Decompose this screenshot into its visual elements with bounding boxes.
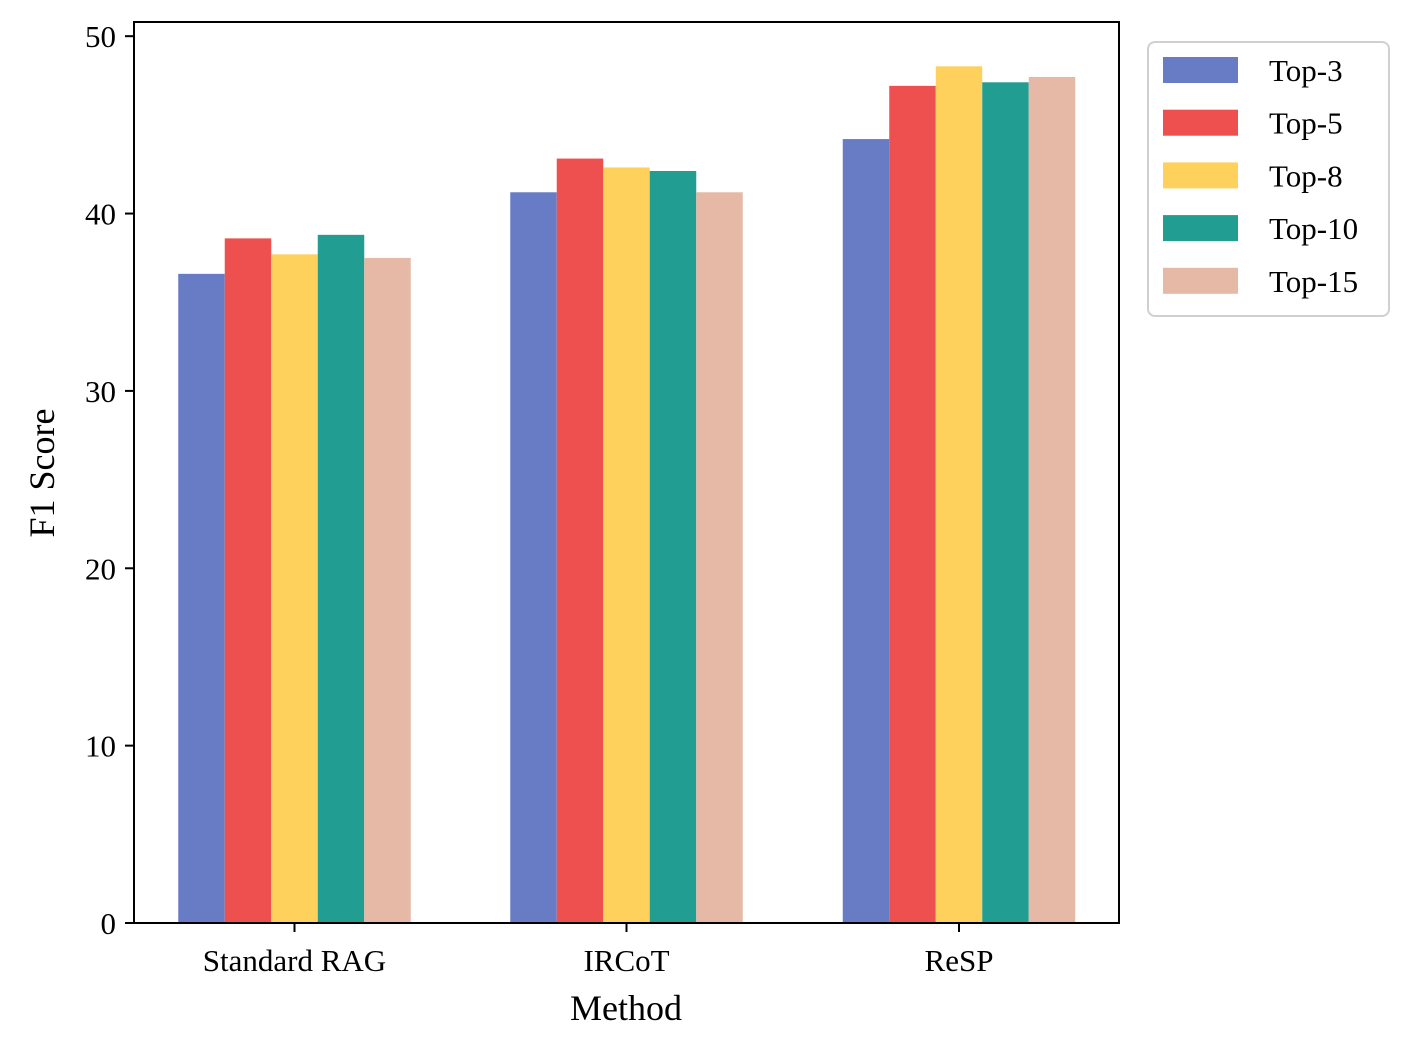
legend-swatch-top-10 <box>1163 215 1238 242</box>
bar-top-8-standard-rag <box>271 254 318 924</box>
x-axis-label: Method <box>570 988 682 1028</box>
bar-top-5-resp <box>889 85 936 924</box>
bars-layer <box>178 66 1076 924</box>
legend-swatch-top-15 <box>1163 267 1238 294</box>
x-tick-label: ReSP <box>925 943 994 978</box>
y-tick-label: 40 <box>85 197 116 232</box>
bar-top-3-resp <box>842 139 890 923</box>
bar-top-10-ircot <box>649 170 697 924</box>
bar-top-15-resp <box>1028 76 1076 924</box>
bar-top-15-standard-rag <box>364 257 411 923</box>
bar-top-5-standard-rag <box>224 238 272 923</box>
legend-label-top-8: Top-8 <box>1269 158 1343 193</box>
legend-swatch-top-5 <box>1163 109 1238 136</box>
y-tick-label: 50 <box>85 19 116 54</box>
y-tick-label: 10 <box>85 729 116 764</box>
bar-top-3-ircot <box>510 192 557 923</box>
x-tick-label: Standard RAG <box>203 943 386 978</box>
y-tick-label: 30 <box>85 374 116 409</box>
x-tick-label: IRCoT <box>583 943 669 978</box>
legend-label-top-3: Top-3 <box>1269 53 1343 88</box>
bar-top-8-resp <box>935 66 983 924</box>
bar-top-10-standard-rag <box>317 234 365 923</box>
bar-top-10-resp <box>982 82 1029 924</box>
bar-top-8-ircot <box>603 167 650 923</box>
legend-label-top-15: Top-15 <box>1269 264 1358 299</box>
bar-top-15-ircot <box>696 192 743 923</box>
legend-swatch-top-8 <box>1163 162 1238 189</box>
legend: Top-3 Top-5 Top-8 Top-10 Top-15 <box>1147 41 1390 317</box>
legend-swatch-top-3 <box>1163 57 1238 83</box>
y-tick-label: 0 <box>101 906 117 941</box>
legend-label-top-10: Top-10 <box>1269 211 1358 246</box>
y-axis-label: F1 Score <box>22 409 62 538</box>
axes-layer: 0 10 20 30 40 50 Standard RAG IRCoT ReSP <box>85 19 1120 978</box>
bar-top-3-standard-rag <box>178 273 225 924</box>
legend-label-top-5: Top-5 <box>1269 106 1343 141</box>
y-tick-label: 20 <box>85 551 116 586</box>
bar-top-5-ircot <box>556 158 604 923</box>
